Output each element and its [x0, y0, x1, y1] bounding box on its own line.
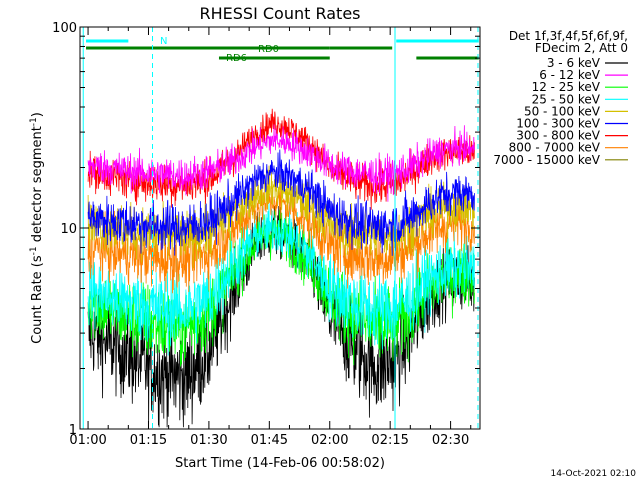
legend-label-8: 7000 - 15000 keV	[493, 153, 600, 167]
x-tick-label-0: 01:00	[69, 433, 106, 448]
legend-label-5: 100 - 300 keV	[516, 117, 600, 131]
legend-header-line1: Det 1f,3f,4f,5f,6f,9f,	[509, 29, 628, 43]
y-tick-label-0: 1	[69, 423, 77, 438]
y-axis-label-sup: -1	[29, 246, 39, 255]
annotation-label-0: N	[160, 36, 167, 47]
y-tick-label-1: 10	[60, 222, 77, 237]
x-tick-label-6: 02:30	[432, 433, 469, 448]
legend: Det 1f,3f,4f,5f,6f,9f, FDecim 2, Att 0 3…	[493, 29, 628, 167]
series-line-1	[87, 124, 475, 202]
x-axis-label: Start Time (14-Feb-06 00:58:02)	[175, 456, 385, 471]
y-axis-label-sup2: -1	[29, 117, 39, 126]
timestamp: 14-Oct-2021 02:10	[551, 469, 637, 479]
x-tick-label-1: 01:15	[130, 433, 167, 448]
y-axis-label-end: )	[30, 112, 45, 117]
chart-title: RHESSI Count Rates	[200, 4, 361, 23]
annotation-bars: N RD0 RD6	[86, 36, 479, 64]
legend-label-6: 300 - 800 keV	[516, 129, 600, 143]
y-axis-label-rest: detector segment	[30, 126, 45, 246]
x-tick-label-4: 02:00	[311, 433, 348, 448]
x-tick-label-2: 01:30	[190, 433, 227, 448]
series-layer	[87, 108, 475, 428]
legend-label-7: 800 - 7000 keV	[509, 141, 601, 155]
y-axis-label-main: Count Rate (s	[30, 255, 45, 344]
y-tick-label-2: 100	[52, 21, 77, 36]
legend-label-2: 12 - 25 keV	[532, 80, 601, 94]
legend-label-4: 50 - 100 keV	[524, 104, 601, 118]
series-line-3	[87, 202, 475, 356]
legend-header-line2: FDecim 2, Att 0	[535, 41, 628, 55]
annotation-label-2: RD6	[226, 53, 247, 64]
legend-label-0: 3 - 6 keV	[547, 56, 601, 70]
annotation-label-1: RD0	[258, 44, 279, 55]
y-axis-label: Count Rate (s-1 detector segment-1)	[29, 112, 45, 344]
axis-ticks: 01:00 01:15 01:30 01:45 02:00 02:15 02:30 1 10 10…	[52, 21, 480, 448]
legend-label-3: 25 - 50 keV	[532, 92, 601, 106]
legend-label-1: 6 - 12 keV	[539, 68, 601, 82]
x-tick-label-3: 01:45	[251, 433, 288, 448]
x-tick-label-5: 02:15	[371, 433, 408, 448]
